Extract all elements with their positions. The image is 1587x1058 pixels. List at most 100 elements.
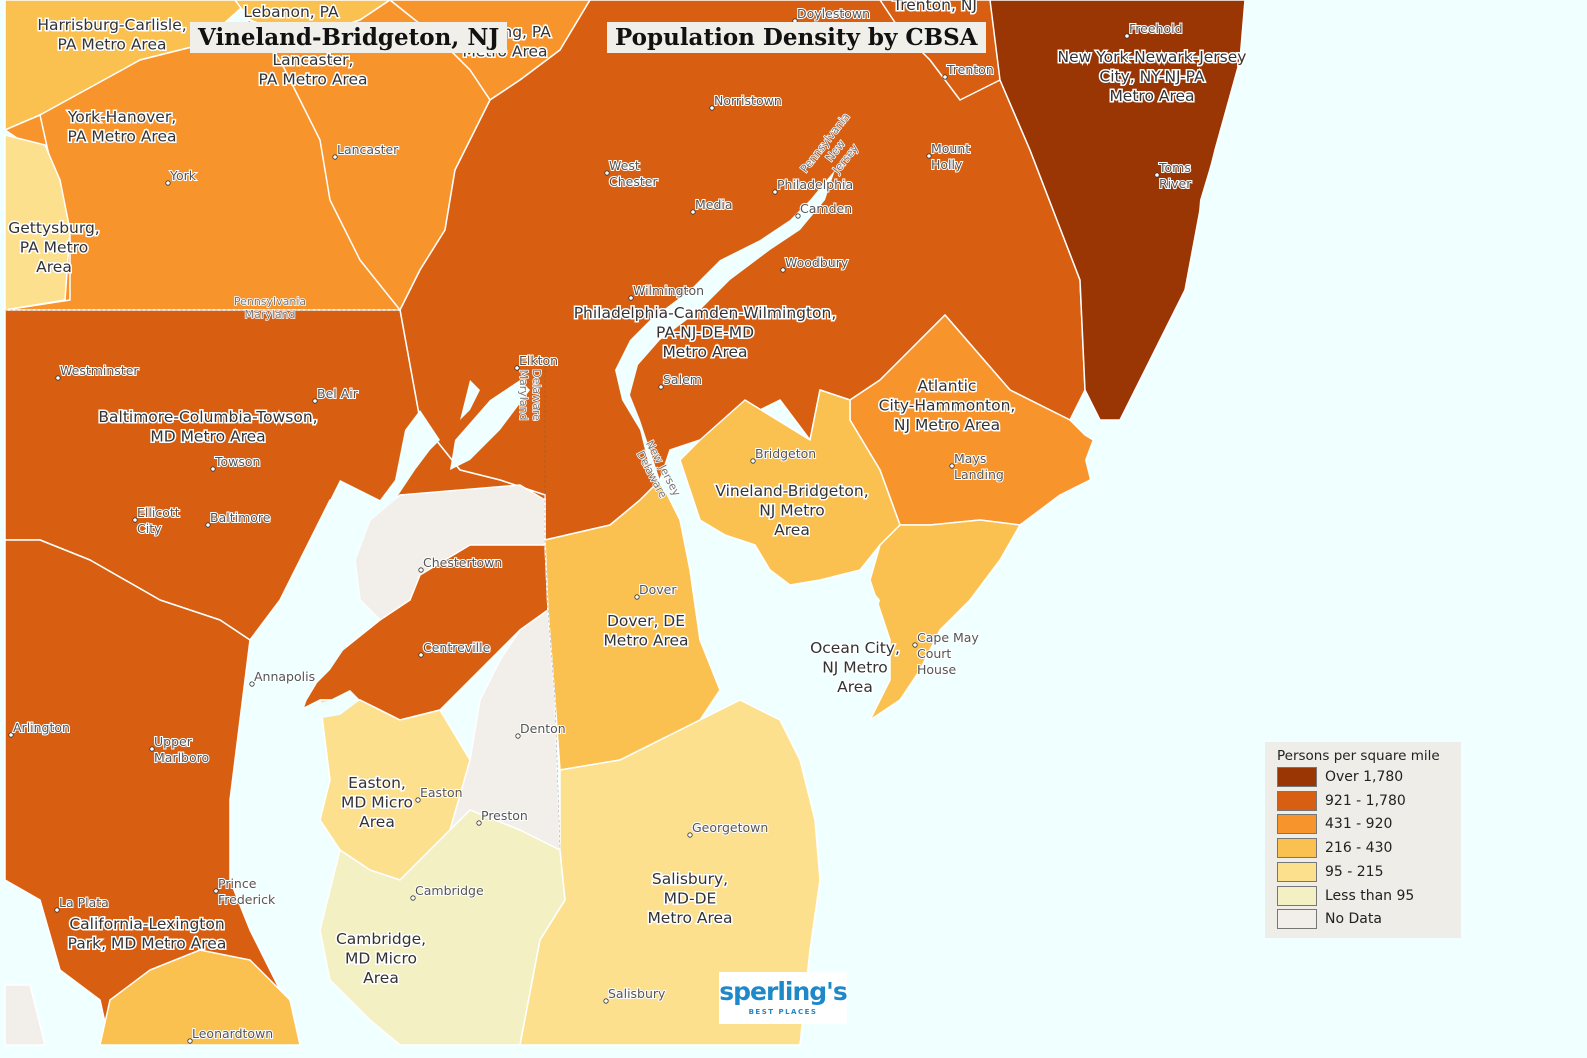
city-label: Baltimore (210, 510, 271, 525)
city-label: Easton (420, 785, 463, 800)
city-marker[interactable] (415, 797, 421, 803)
metro-label: Metro Area (1109, 87, 1194, 105)
city-marker[interactable] (690, 209, 696, 215)
legend-label: Over 1,780 (1325, 769, 1404, 785)
metro-label: PA-NJ-DE-MD (656, 324, 754, 342)
city-label: Upper (154, 734, 193, 749)
city-marker[interactable] (912, 642, 918, 648)
state-name: Maryland (244, 308, 295, 321)
metro-label: Philadelphia-Camden-Wilmington, (574, 304, 837, 322)
city-label: River (1159, 176, 1192, 191)
city-label: La Plata (59, 895, 109, 910)
city-marker[interactable] (658, 384, 664, 390)
metro-label: Area (837, 678, 873, 696)
city-marker[interactable] (410, 895, 416, 901)
legend-label: 431 - 920 (1325, 816, 1393, 833)
city-marker[interactable] (750, 458, 756, 464)
city-label: Holly (931, 157, 963, 172)
city-marker[interactable] (149, 746, 155, 752)
legend-item: 95 - 215 (1277, 861, 1384, 883)
region-va-nodata (4, 984, 46, 1046)
metro-label: New York-Newark-Jersey (1058, 48, 1247, 66)
legend-title: Persons per square mile (1277, 748, 1440, 764)
metro-label: Metro Area (603, 632, 688, 650)
metro-label: NJ Metro Area (894, 416, 1000, 434)
city-marker[interactable] (604, 170, 610, 176)
city-marker[interactable] (603, 998, 609, 1004)
city-marker[interactable] (634, 594, 640, 600)
city-label: Cambridge (415, 883, 484, 898)
region-newyork[interactable] (989, 0, 1246, 421)
city-marker[interactable] (476, 820, 482, 826)
city-marker[interactable] (1124, 33, 1130, 39)
city-marker[interactable] (926, 153, 932, 159)
region-california[interactable] (4, 539, 301, 1046)
city-label: Lancaster (337, 142, 399, 157)
region-leonardtown[interactable] (99, 949, 301, 1046)
city-marker[interactable] (795, 213, 801, 219)
city-marker[interactable] (709, 105, 715, 111)
city-label: Camden (800, 201, 852, 216)
metro-label: Cambridge, (336, 930, 426, 948)
legend-label: 921 - 1,780 (1325, 792, 1406, 809)
logo-subtext: BEST PLACES (748, 1008, 818, 1016)
city-marker[interactable] (418, 567, 424, 573)
city-marker[interactable] (514, 365, 520, 371)
metro-label: Lancaster, (273, 51, 354, 69)
city-label: Elkton (519, 353, 558, 368)
city-marker[interactable] (205, 522, 211, 528)
city-label: Annapolis (254, 669, 315, 684)
city-marker[interactable] (942, 74, 948, 80)
region-dover[interactable] (544, 479, 721, 771)
region-vineland[interactable] (679, 389, 901, 586)
legend-item: Over 1,780 (1277, 766, 1403, 788)
city-marker[interactable] (628, 295, 634, 301)
city-marker[interactable] (949, 463, 955, 469)
city-label: Westminster (60, 363, 139, 378)
city-marker[interactable] (249, 681, 255, 687)
city-marker[interactable] (418, 652, 424, 658)
metro-label: MD-DE (664, 890, 717, 908)
legend-swatch (1277, 814, 1317, 835)
city-label: Mount (931, 141, 970, 156)
city-marker[interactable] (210, 466, 216, 472)
city-label: Towson (214, 454, 260, 469)
state-name: Pennsylvania (234, 295, 306, 308)
city-marker[interactable] (55, 375, 61, 381)
metro-label: MD Metro Area (150, 428, 265, 446)
metro-label: Easton, (348, 774, 406, 792)
city-marker[interactable] (780, 267, 786, 273)
metro-label: Lebanon, PA (243, 3, 339, 21)
city-marker[interactable] (515, 733, 521, 739)
city-label: Denton (520, 721, 566, 736)
city-marker[interactable] (165, 180, 171, 186)
city-marker[interactable] (1154, 172, 1160, 178)
metro-label: Trenton, NJ (892, 0, 977, 14)
city-marker[interactable] (213, 888, 219, 894)
region-salisbury[interactable] (519, 699, 821, 1046)
sperlings-logo[interactable]: sperling's BEST PLACES (719, 972, 848, 1024)
metro-label: Area (359, 813, 395, 831)
city-label: Dover (639, 582, 677, 597)
city-label: Wilmington (633, 283, 704, 298)
city-marker[interactable] (772, 189, 778, 195)
city-label: Trenton (946, 62, 994, 77)
city-label: Preston (481, 808, 528, 823)
city-marker[interactable] (332, 154, 338, 160)
city-label: City (137, 521, 162, 536)
metro-label: MD Micro (341, 794, 413, 812)
city-marker[interactable] (187, 1038, 193, 1044)
logo-text: sperling's (719, 977, 847, 1006)
city-marker[interactable] (132, 517, 138, 523)
city-marker[interactable] (687, 832, 693, 838)
city-label: Chester (609, 174, 658, 189)
metro-label: City, NY-NJ-PA (1099, 68, 1205, 86)
city-marker[interactable] (54, 907, 60, 913)
legend-item: 921 - 1,780 (1277, 790, 1406, 812)
metro-label: York-Hanover, (67, 108, 176, 126)
legend-label: 216 - 430 (1325, 840, 1393, 857)
city-marker[interactable] (312, 398, 318, 404)
barnegat-inlet (1085, 420, 1120, 480)
city-marker[interactable] (8, 732, 14, 738)
